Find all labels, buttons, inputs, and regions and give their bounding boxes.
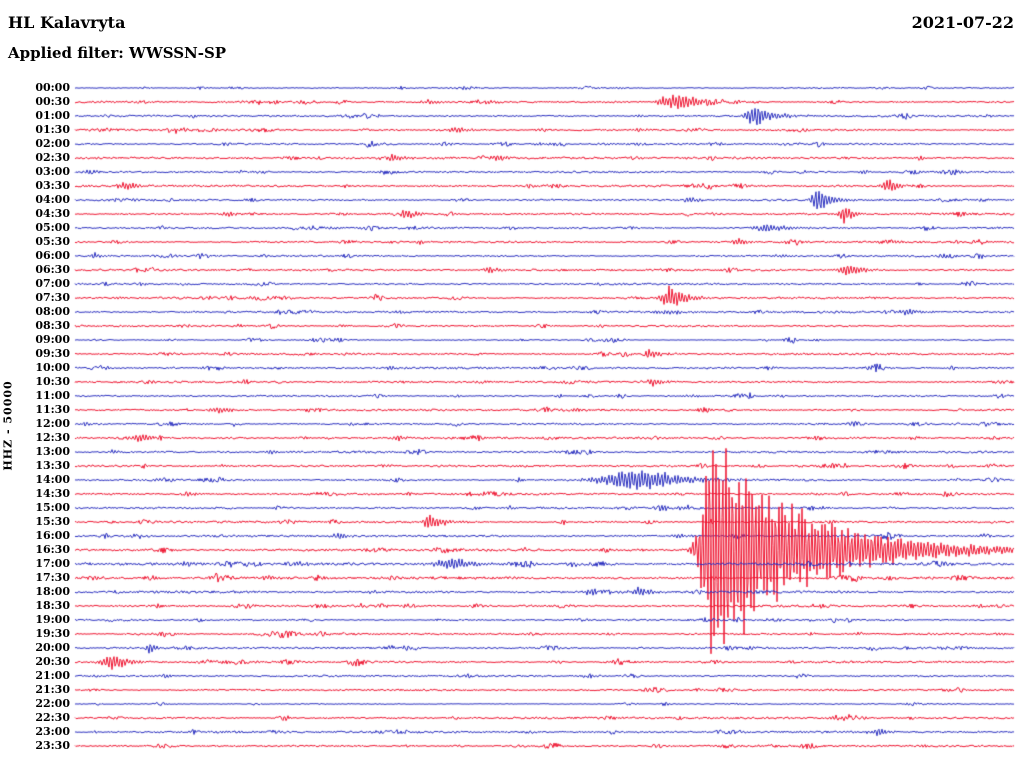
time-label: 16:30 xyxy=(35,543,70,556)
time-label: 00:30 xyxy=(35,95,70,108)
time-label: 18:30 xyxy=(35,599,70,612)
time-label: 12:30 xyxy=(35,431,70,444)
time-label: 14:30 xyxy=(35,487,70,500)
time-label: 10:00 xyxy=(35,361,70,374)
time-label: 11:30 xyxy=(35,403,70,416)
time-label: 01:30 xyxy=(35,123,70,136)
time-label: 17:00 xyxy=(35,557,70,570)
time-label: 15:00 xyxy=(35,501,70,514)
station-title: HL Kalavryta xyxy=(8,13,126,32)
time-label: 20:30 xyxy=(35,655,70,668)
time-label: 23:00 xyxy=(35,725,70,738)
time-label: 01:00 xyxy=(35,109,70,122)
time-label: 22:00 xyxy=(35,697,70,710)
time-label: 04:00 xyxy=(35,193,70,206)
time-label: 13:30 xyxy=(35,459,70,472)
time-label: 10:30 xyxy=(35,375,70,388)
time-label: 22:30 xyxy=(35,711,70,724)
time-label: 15:30 xyxy=(35,515,70,528)
time-label: 11:00 xyxy=(35,389,70,402)
time-label: 07:30 xyxy=(35,291,70,304)
time-label: 14:00 xyxy=(35,473,70,486)
time-label: 02:30 xyxy=(35,151,70,164)
time-label: 08:30 xyxy=(35,319,70,332)
filter-label: Applied filter: WWSSN-SP xyxy=(8,44,227,62)
time-label: 09:30 xyxy=(35,347,70,360)
time-label: 09:00 xyxy=(35,333,70,346)
time-label: 06:30 xyxy=(35,263,70,276)
time-label: 05:00 xyxy=(35,221,70,234)
time-label: 18:00 xyxy=(35,585,70,598)
time-label: 03:30 xyxy=(35,179,70,192)
time-label: 16:00 xyxy=(35,529,70,542)
time-label: 20:00 xyxy=(35,641,70,654)
time-label: 23:30 xyxy=(35,739,70,752)
time-label: 03:00 xyxy=(35,165,70,178)
time-label: 21:30 xyxy=(35,683,70,696)
time-label: 08:00 xyxy=(35,305,70,318)
time-label: 17:30 xyxy=(35,571,70,584)
time-label: 00:00 xyxy=(35,81,70,94)
date-label: 2021-07-22 xyxy=(911,13,1014,32)
time-label: 02:00 xyxy=(35,137,70,150)
time-label: 06:00 xyxy=(35,249,70,262)
time-label: 04:30 xyxy=(35,207,70,220)
time-label: 19:00 xyxy=(35,613,70,626)
time-label: 19:30 xyxy=(35,627,70,640)
time-label: 05:30 xyxy=(35,235,70,248)
time-label: 13:00 xyxy=(35,445,70,458)
time-label: 07:00 xyxy=(35,277,70,290)
time-label: 21:00 xyxy=(35,669,70,682)
time-label: 12:00 xyxy=(35,417,70,430)
